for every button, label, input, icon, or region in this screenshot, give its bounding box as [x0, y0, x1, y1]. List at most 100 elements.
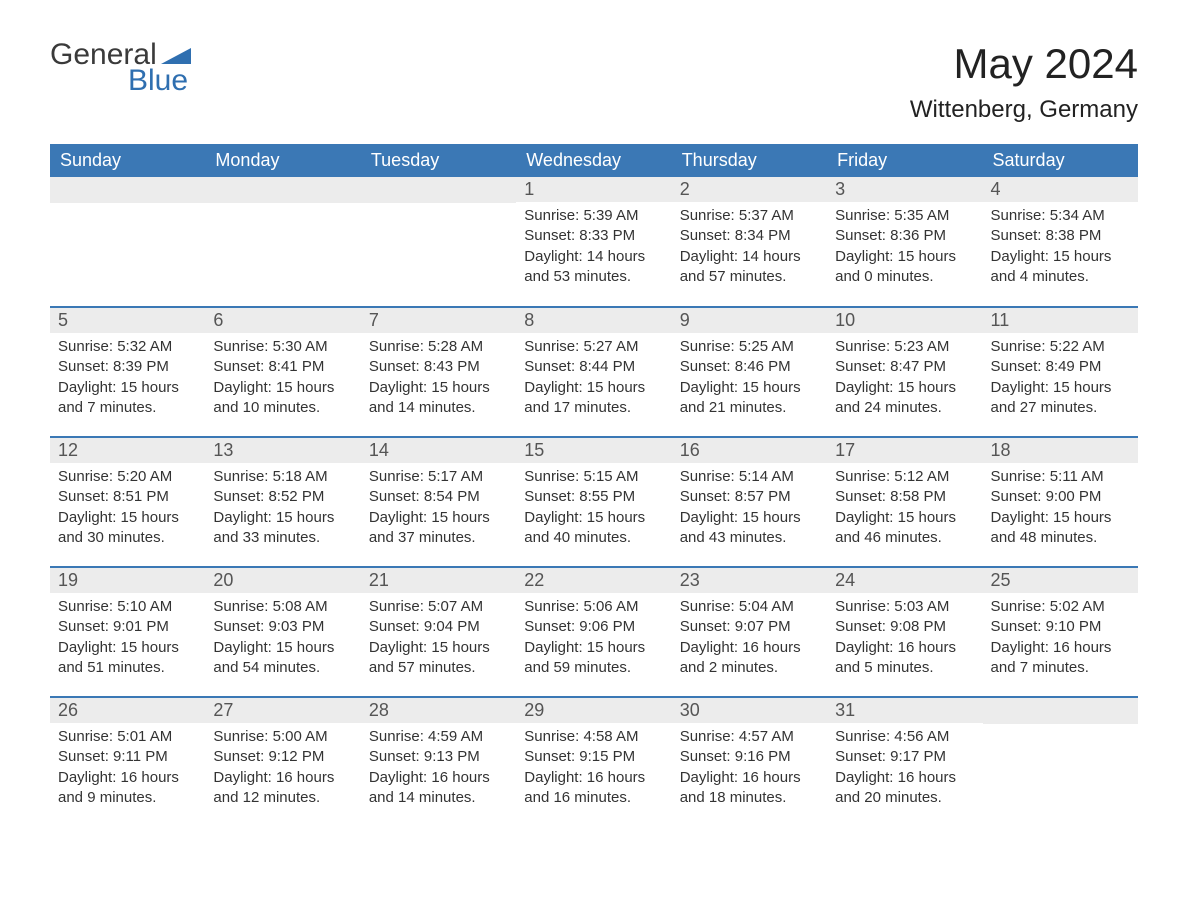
daylight-line: Daylight: 15 hours and 57 minutes. — [369, 638, 508, 679]
calendar-body: 1 Sunrise: 5:39 AMSunset: 8:33 PM Daylight… — [50, 177, 1138, 827]
sunrise-line: Sunrise: 5:39 AM — [524, 206, 663, 226]
weekday-header: Monday — [205, 144, 360, 177]
sunrise-line: Sunrise: 5:25 AM — [680, 337, 819, 357]
sunset-line: Sunset: 8:52 PM — [213, 487, 352, 507]
sunrise-line: Sunrise: 5:34 AM — [991, 206, 1130, 226]
sunset-line: Sunset: 9:00 PM — [991, 487, 1130, 507]
sunset-line: Sunset: 8:41 PM — [213, 357, 352, 377]
daylight-line: Daylight: 15 hours and 43 minutes. — [680, 508, 819, 549]
day-number: 13 — [205, 438, 360, 463]
day-number: 1 — [516, 177, 671, 202]
calendar-day-cell: 26Sunrise: 5:01 AMSunset: 9:11 PMDayligh… — [50, 697, 205, 827]
day-number: 17 — [827, 438, 982, 463]
sunset-line: Sunset: 8:33 PM — [524, 226, 663, 246]
logo-secondary-text: Blue — [128, 66, 191, 96]
daylight-line: Daylight: 15 hours and 59 minutes. — [524, 638, 663, 679]
weekday-header: Wednesday — [516, 144, 671, 177]
day-content: Sunrise: 5:08 AMSunset: 9:03 PMDaylight:… — [205, 593, 360, 686]
calendar-day-cell: 30Sunrise: 4:57 AMSunset: 9:16 PMDayligh… — [672, 697, 827, 827]
weekday-header: Sunday — [50, 144, 205, 177]
sunrise-line: Sunrise: 5:28 AM — [369, 337, 508, 357]
calendar-day-cell: 1Sunrise: 5:39 AMSunset: 8:33 PMDaylight… — [516, 177, 671, 307]
sunrise-line: Sunrise: 5:27 AM — [524, 337, 663, 357]
day-content: Sunrise: 5:23 AMSunset: 8:47 PMDaylight:… — [827, 333, 982, 426]
daylight-line: Daylight: 15 hours and 24 minutes. — [835, 378, 974, 419]
day-content: Sunrise: 5:32 AMSunset: 8:39 PMDaylight:… — [50, 333, 205, 426]
calendar-day-cell: 18Sunrise: 5:11 AMSunset: 9:00 PMDayligh… — [983, 437, 1138, 567]
location-label: Wittenberg, Germany — [910, 96, 1138, 124]
calendar-day-cell: 2Sunrise: 5:37 AMSunset: 8:34 PMDaylight… — [672, 177, 827, 307]
calendar-week-row: 1 Sunrise: 5:39 AMSunset: 8:33 PM Daylight… — [50, 177, 1138, 307]
sunrise-line: Sunrise: 5:10 AM — [58, 597, 197, 617]
daylight-line: Daylight: 15 hours and 10 minutes. — [213, 378, 352, 419]
sunset-line: Sunset: 9:06 PM — [524, 617, 663, 637]
day-number: 3 — [827, 177, 982, 202]
day-content: Sunrise: 4:58 AMSunset: 9:15 PMDaylight:… — [516, 723, 671, 816]
month-title: May 2024 — [910, 40, 1138, 88]
sunrise-line: Sunrise: 4:59 AM — [369, 727, 508, 747]
day-content: Sunrise: 5:07 AMSunset: 9:04 PMDaylight:… — [361, 593, 516, 686]
day-content: Sunrise: 5:06 AMSunset: 9:06 PMDaylight:… — [516, 593, 671, 686]
daylight-line: Daylight: 16 hours and 18 minutes. — [680, 768, 819, 809]
sunrise-line: Sunrise: 4:56 AM — [835, 727, 974, 747]
daylight-line: Daylight: 15 hours and 51 minutes. — [58, 638, 197, 679]
day-content: Sunrise: 5:30 AMSunset: 8:41 PMDaylight:… — [205, 333, 360, 426]
day-number-empty — [205, 177, 360, 203]
day-number: 10 — [827, 308, 982, 333]
day-number: 14 — [361, 438, 516, 463]
day-number: 22 — [516, 568, 671, 593]
calendar-day-cell: 10Sunrise: 5:23 AMSunset: 8:47 PMDayligh… — [827, 307, 982, 437]
sunrise-line: Sunrise: 5:00 AM — [213, 727, 352, 747]
sunrise-line: Sunrise: 5:04 AM — [680, 597, 819, 617]
sunset-line: Sunset: 8:54 PM — [369, 487, 508, 507]
daylight-line: Daylight: 15 hours and 21 minutes. — [680, 378, 819, 419]
day-content: Sunrise: 5:14 AMSunset: 8:57 PMDaylight:… — [672, 463, 827, 556]
sunset-line: Sunset: 9:16 PM — [680, 747, 819, 767]
day-number: 19 — [50, 568, 205, 593]
day-number: 16 — [672, 438, 827, 463]
sunrise-line: Sunrise: 5:37 AM — [680, 206, 819, 226]
day-number-empty — [50, 177, 205, 203]
daylight-line: Daylight: 15 hours and 48 minutes. — [991, 508, 1130, 549]
day-number: 26 — [50, 698, 205, 723]
day-number: 6 — [205, 308, 360, 333]
calendar-day-cell: 27Sunrise: 5:00 AMSunset: 9:12 PMDayligh… — [205, 697, 360, 827]
calendar-week-row: 5Sunrise: 5:32 AMSunset: 8:39 PMDaylight… — [50, 307, 1138, 437]
daylight-line: Daylight: 15 hours and 17 minutes. — [524, 378, 663, 419]
day-content: Sunrise: 5:02 AMSunset: 9:10 PMDaylight:… — [983, 593, 1138, 686]
day-content: Sunrise: 5:04 AMSunset: 9:07 PMDaylight:… — [672, 593, 827, 686]
sunrise-line: Sunrise: 5:14 AM — [680, 467, 819, 487]
sunset-line: Sunset: 8:51 PM — [58, 487, 197, 507]
day-number: 29 — [516, 698, 671, 723]
daylight-line: Daylight: 15 hours and 33 minutes. — [213, 508, 352, 549]
calendar-day-cell: 19Sunrise: 5:10 AMSunset: 9:01 PMDayligh… — [50, 567, 205, 697]
sunset-line: Sunset: 9:03 PM — [213, 617, 352, 637]
sunrise-line: Sunrise: 5:17 AM — [369, 467, 508, 487]
daylight-line: Daylight: 15 hours and 7 minutes. — [58, 378, 197, 419]
sunrise-line: Sunrise: 5:23 AM — [835, 337, 974, 357]
day-number: 9 — [672, 308, 827, 333]
title-block: May 2024 Wittenberg, Germany — [910, 40, 1138, 124]
sunrise-line: Sunrise: 5:22 AM — [991, 337, 1130, 357]
day-number: 28 — [361, 698, 516, 723]
day-content: Sunrise: 5:12 AMSunset: 8:58 PMDaylight:… — [827, 463, 982, 556]
calendar-day-cell: 8Sunrise: 5:27 AMSunset: 8:44 PMDaylight… — [516, 307, 671, 437]
daylight-line: Daylight: 15 hours and 40 minutes. — [524, 508, 663, 549]
sunset-line: Sunset: 8:49 PM — [991, 357, 1130, 377]
daylight-line: Daylight: 15 hours and 37 minutes. — [369, 508, 508, 549]
sunset-line: Sunset: 9:11 PM — [58, 747, 197, 767]
sunrise-line: Sunrise: 5:11 AM — [991, 467, 1130, 487]
calendar-day-cell: 28Sunrise: 4:59 AMSunset: 9:13 PMDayligh… — [361, 697, 516, 827]
sunrise-line: Sunrise: 5:03 AM — [835, 597, 974, 617]
day-number: 23 — [672, 568, 827, 593]
calendar-day-cell: 6Sunrise: 5:30 AMSunset: 8:41 PMDaylight… — [205, 307, 360, 437]
day-number: 11 — [983, 308, 1138, 333]
sunset-line: Sunset: 9:08 PM — [835, 617, 974, 637]
daylight-line: Daylight: 15 hours and 0 minutes. — [835, 247, 974, 288]
weekday-header-row: SundayMondayTuesdayWednesdayThursdayFrid… — [50, 144, 1138, 177]
day-content: Sunrise: 5:22 AMSunset: 8:49 PMDaylight:… — [983, 333, 1138, 426]
daylight-line: Daylight: 15 hours and 54 minutes. — [213, 638, 352, 679]
day-content: Sunrise: 5:15 AMSunset: 8:55 PMDaylight:… — [516, 463, 671, 556]
day-content: Sunrise: 5:03 AMSunset: 9:08 PMDaylight:… — [827, 593, 982, 686]
calendar-day-cell: 31Sunrise: 4:56 AMSunset: 9:17 PMDayligh… — [827, 697, 982, 827]
